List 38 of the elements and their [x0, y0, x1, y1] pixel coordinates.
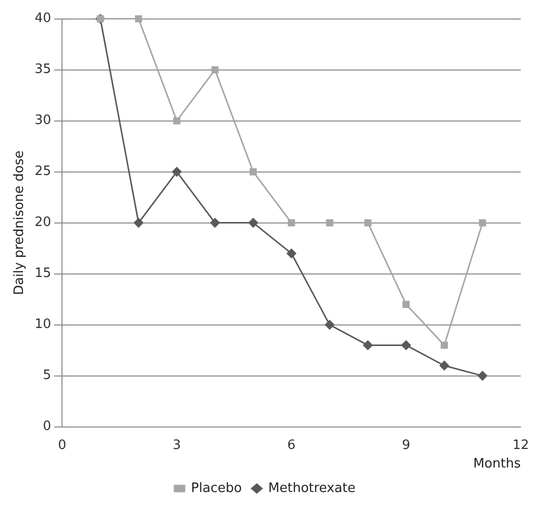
point	[440, 360, 450, 370]
y-tick-label: 5	[42, 368, 52, 384]
point	[326, 219, 334, 226]
y-tick-label: 25	[34, 164, 52, 180]
point	[250, 168, 257, 176]
point	[173, 117, 180, 124]
point	[478, 219, 486, 226]
legend-label: Placebo	[191, 480, 242, 496]
x-tick-label: 0	[58, 438, 66, 453]
point	[210, 218, 220, 228]
x-tick-label: 12	[512, 438, 529, 453]
point	[134, 218, 144, 228]
point	[402, 300, 410, 308]
point	[364, 219, 372, 226]
point	[172, 167, 182, 177]
legend-label: Methotrexate	[268, 480, 356, 496]
y-tick-label: 30	[34, 113, 52, 128]
x-tick-label: 6	[287, 438, 296, 453]
point	[134, 15, 142, 22]
y-tick-label: 15	[34, 266, 52, 282]
point	[248, 218, 258, 228]
x-axis-title: Months	[473, 456, 521, 472]
x-tick-label: 9	[402, 438, 410, 453]
point	[401, 340, 411, 350]
y-tick-label: 35	[34, 62, 52, 78]
point	[324, 320, 334, 330]
y-axis-title: Daily prednisone dose	[12, 150, 28, 296]
y-tick-label: 0	[42, 419, 52, 434]
x-tick-label: 3	[172, 438, 181, 453]
y-tick-label: 40	[34, 11, 52, 26]
point	[286, 248, 296, 258]
point	[440, 342, 448, 349]
point	[363, 340, 373, 350]
y-tick-label: 20	[34, 215, 52, 230]
point	[288, 219, 296, 226]
point	[478, 371, 488, 381]
point	[211, 66, 219, 74]
y-tick-label: 10	[34, 317, 52, 332]
